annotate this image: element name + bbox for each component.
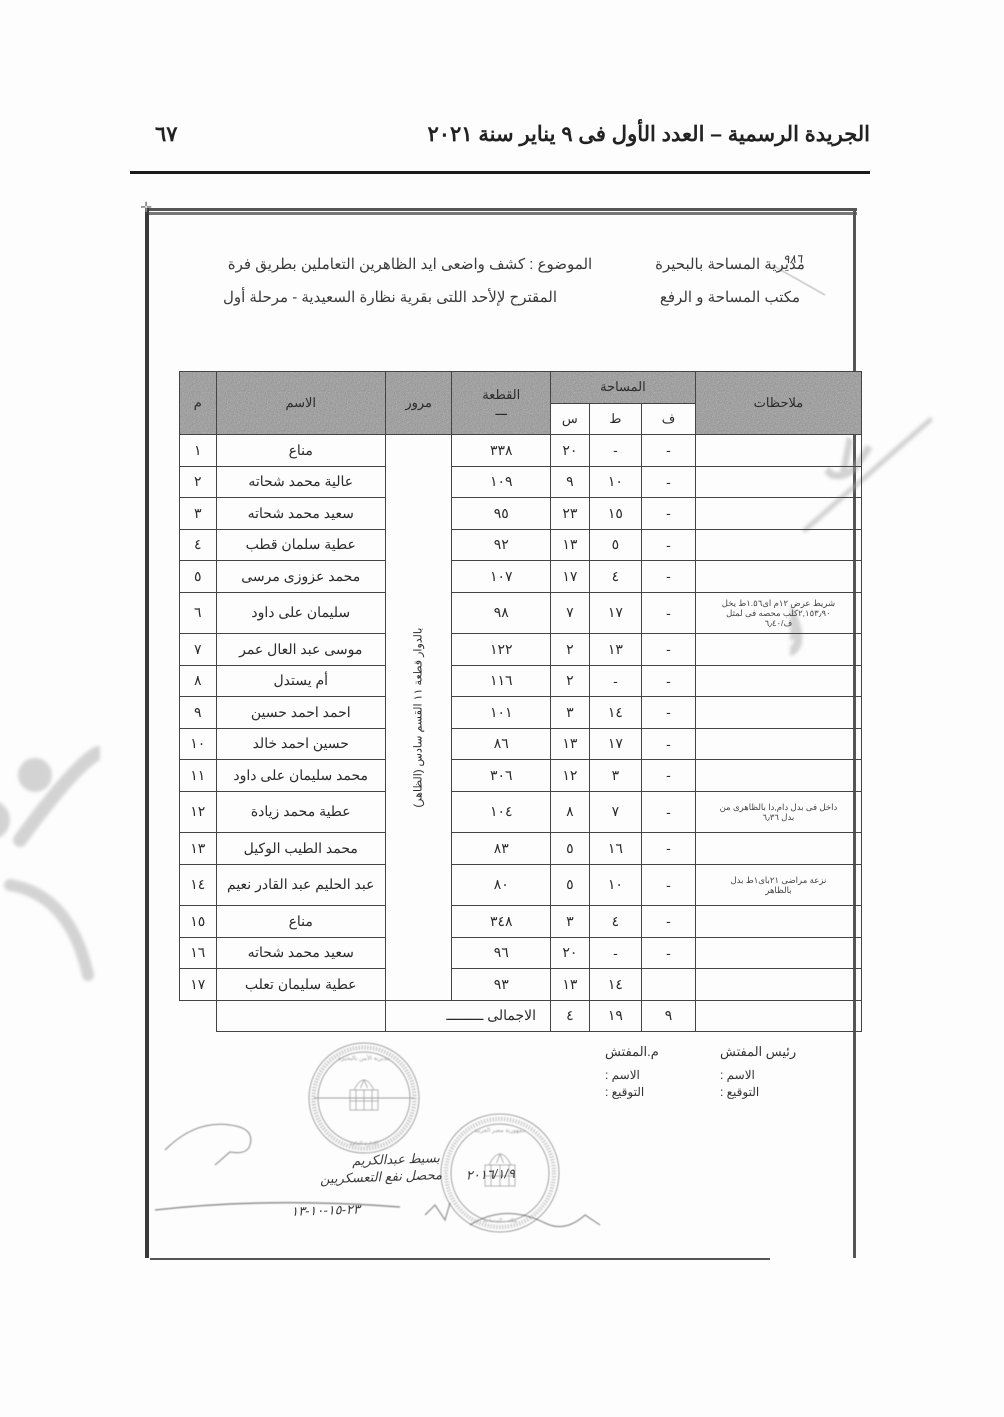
svg-text:جمهورية مصر العربية: جمهورية مصر العربية [474,1127,527,1134]
svg-text:مديرية الأمن بالبحيرة: مديرية الأمن بالبحيرة [338,1053,390,1062]
svg-text:الادارة العامة: الادارة العامة [349,1140,379,1147]
